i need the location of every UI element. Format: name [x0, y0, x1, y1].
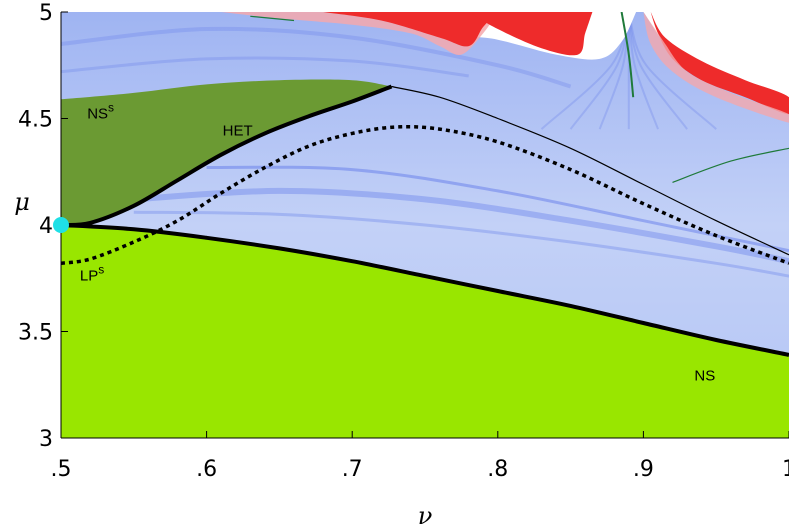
het-curve: [61, 84, 393, 228]
x-tick-label: 1: [782, 457, 789, 482]
red-patch-mid: [468, 12, 593, 56]
chaotic-region: [221, 12, 789, 183]
y-tick-label: 3.5: [18, 321, 53, 346]
region-labels: NSs HET LPs NS: [80, 101, 715, 385]
axes: .5 .6 .7 .8 .9 1 3 3.5 4 4.5 5: [18, 1, 789, 482]
x-tick-label: .6: [196, 457, 217, 482]
y-tick-label: 4: [39, 214, 53, 239]
blue-streak-4: [133, 210, 789, 278]
x-ticks: .5 .6 .7 .8 .9 1: [51, 431, 789, 482]
pink-fringe-right: [643, 12, 789, 123]
blue-streak-0: [133, 187, 789, 265]
y-tick-label: 4.5: [18, 108, 53, 133]
red-patch-right: [650, 12, 789, 115]
y-tick-label: 5: [39, 1, 53, 26]
ns-curve: [61, 223, 789, 357]
ns-region: [61, 225, 789, 438]
y-tick-label: 3: [39, 427, 53, 452]
blue-streak-3: [61, 56, 469, 78]
x-axis-label: ν: [418, 502, 433, 529]
label-ns: NS: [694, 367, 715, 384]
x-tick-label: .9: [633, 457, 654, 482]
red-patch-left: [323, 12, 498, 47]
label-nss: NSs: [87, 101, 114, 123]
nss-boundary-curve: [391, 85, 789, 256]
label-het: HET: [223, 123, 253, 140]
curves: [61, 84, 789, 357]
label-lps: LPs: [80, 262, 104, 284]
y-ticks: 3 3.5 4 4.5 5: [18, 1, 68, 452]
lps-curve: [61, 124, 789, 266]
green-streak: [250, 15, 295, 22]
white-gap-right: [643, 12, 789, 104]
codim-2-point: [53, 217, 69, 233]
blue-streak-2: [61, 26, 572, 89]
plot-area: [61, 12, 789, 438]
green-streak: [672, 147, 789, 183]
blue-streak-1: [206, 165, 789, 253]
x-tick-label: .8: [487, 457, 508, 482]
x-tick-label: .7: [342, 457, 363, 482]
y-axis-label: μ: [14, 188, 30, 216]
cusp-streak: [627, 12, 717, 130]
green-streak: [620, 12, 635, 98]
x-tick-label: .5: [51, 457, 72, 482]
